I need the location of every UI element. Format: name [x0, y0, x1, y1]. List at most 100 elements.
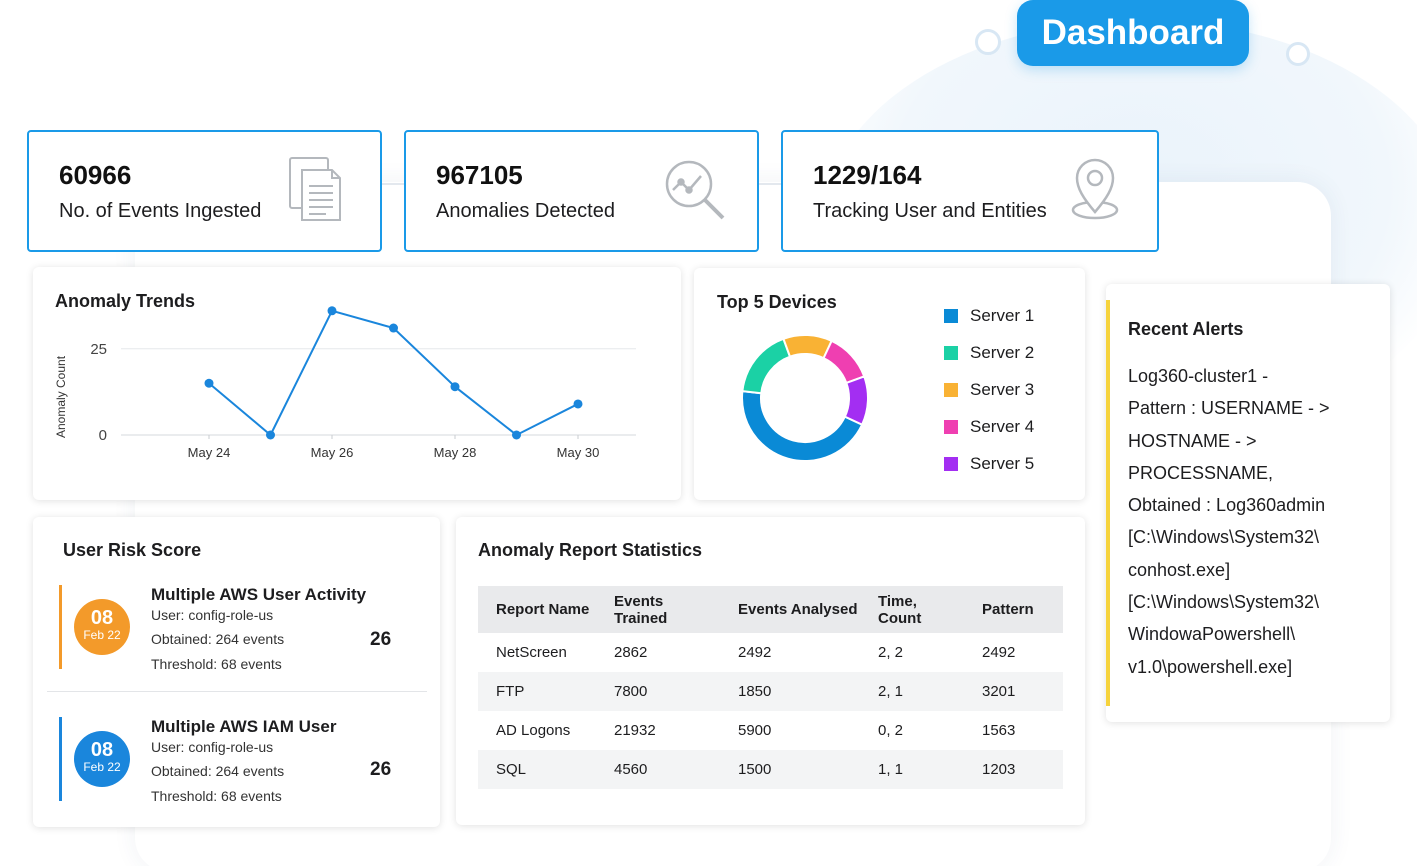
risk-score: 26: [370, 629, 392, 650]
data-point: [266, 430, 275, 440]
badge-day: 08: [90, 607, 114, 629]
risk-user-value: config-role-us: [188, 739, 274, 755]
table-cell: 2862: [614, 644, 648, 661]
risk-item[interactable]: 08 Feb 22 Multiple AWS User Activity Use…: [59, 585, 429, 685]
user-risk-card: User Risk Score 08 Feb 22 Multiple AWS U…: [33, 517, 440, 827]
table-row[interactable]: SQL 4560 1500 1, 1 1203: [478, 750, 1063, 789]
legend-label: Server 5: [970, 454, 1035, 473]
badge-month: Feb 22: [83, 628, 121, 642]
legend-item[interactable]: Server 4: [944, 417, 1034, 437]
document-icon: [286, 154, 350, 226]
table-cell: 2492: [982, 644, 1016, 661]
recent-alerts-title: Recent Alerts: [1128, 319, 1244, 339]
risk-user-key: User:: [151, 607, 185, 623]
table-row[interactable]: AD Logons 21932 5900 0, 2 1563: [478, 711, 1063, 750]
risk-threshold: Threshold: 68 events: [151, 656, 282, 672]
report-stats-title: Anomaly Report Statistics: [478, 540, 703, 560]
dashboard-button[interactable]: Dashboard: [1017, 0, 1249, 66]
legend-label: Server 4: [970, 417, 1035, 436]
legend-label: Server 3: [970, 380, 1035, 399]
legend-swatch: [944, 457, 958, 471]
alert-line: Log360-cluster1 -: [1128, 366, 1269, 386]
data-point: [204, 378, 214, 388]
stat-card-events-ingested[interactable]: 60966 No. of Events Ingested: [27, 130, 382, 252]
alert-line: WindowaPowershell\: [1128, 624, 1296, 645]
decor-circle-right: [1286, 42, 1310, 66]
table-row[interactable]: FTP 7800 1850 2, 1 3201: [478, 672, 1063, 711]
badge-month: Feb 22: [83, 760, 121, 774]
table-cell: 2, 1: [860, 672, 964, 711]
risk-obtained-key: Obtained:: [151, 631, 212, 647]
risk-threshold-value: 68 events: [221, 788, 282, 804]
risk-threshold-key: Threshold:: [151, 788, 218, 804]
legend-swatch: [944, 346, 958, 360]
x-tick-label: May 26: [311, 445, 354, 460]
column-header[interactable]: Time, Count: [860, 586, 964, 633]
stat-value: 60966: [59, 160, 132, 190]
data-point: [327, 306, 337, 316]
legend-swatch: [944, 420, 958, 434]
legend-item[interactable]: Server 5: [944, 454, 1034, 474]
user-risk-title: User Risk Score: [63, 540, 202, 560]
risk-user: User: config-role-us: [151, 739, 273, 755]
alert-line: conhost.exe]: [1128, 559, 1231, 580]
table-cell: 2, 2: [878, 644, 904, 661]
alert-line: Pattern : USERNAME - >: [1128, 398, 1330, 419]
stat-card-tracking-users[interactable]: 1229/164 Tracking User and Entities: [781, 130, 1159, 252]
badge-day: 08: [90, 739, 114, 761]
table-header-row: Report Name Events Trained Events Analys…: [478, 586, 1063, 633]
table-cell: 1850: [720, 672, 860, 711]
table-cell: 1500: [720, 750, 860, 789]
table-cell: NetScreen: [496, 644, 567, 661]
top-devices-donut-chart: [741, 334, 869, 462]
risk-user-key: User:: [151, 739, 185, 755]
table-cell: 0, 2: [878, 722, 904, 739]
y-tick-label: 25: [90, 341, 107, 358]
recent-alerts-card: Recent Alerts Log360-cluster1 - Pattern …: [1106, 284, 1390, 722]
legend-swatch: [944, 383, 958, 397]
alert-accent-bar: [1106, 300, 1110, 706]
risk-title: Multiple AWS User Activity: [151, 585, 367, 604]
risk-user-value: config-role-us: [188, 607, 274, 623]
table-cell: 1, 1: [860, 750, 964, 789]
risk-obtained: Obtained: 264 events: [151, 763, 284, 779]
legend-label: Server 1: [970, 306, 1035, 325]
risk-user: User: config-role-us: [151, 607, 273, 623]
donut-slice: [843, 375, 869, 426]
x-tick-label: May 28: [434, 445, 477, 460]
legend-item[interactable]: Server 3: [944, 380, 1034, 400]
connector-line: [382, 183, 404, 185]
risk-accent-bar: [59, 585, 62, 669]
risk-obtained-value: 264 events: [215, 631, 285, 647]
report-stats-card: Anomaly Report Statistics Report Name Ev…: [456, 517, 1085, 825]
risk-threshold: Threshold: 68 events: [151, 788, 282, 804]
table-row[interactable]: NetScreen 2862 2492 2, 2 2492: [478, 633, 1063, 672]
stat-label: No. of Events Ingested: [59, 200, 262, 222]
risk-obtained-key: Obtained:: [151, 763, 212, 779]
legend-label: Server 2: [970, 343, 1035, 362]
column-header[interactable]: Events Analysed: [720, 586, 860, 633]
risk-item[interactable]: 08 Feb 22 Multiple AWS IAM User User: co…: [59, 717, 429, 817]
legend-item[interactable]: Server 2: [944, 343, 1034, 363]
risk-threshold-value: 68 events: [221, 656, 282, 672]
stat-card-anomalies-detected[interactable]: 967105 Anomalies Detected: [404, 130, 759, 252]
column-header[interactable]: Report Name: [478, 586, 596, 633]
donut-slice: [822, 339, 866, 385]
risk-obtained: Obtained: 264 events: [151, 631, 284, 647]
table-cell: AD Logons: [496, 722, 571, 739]
table-cell: 21932: [614, 722, 656, 739]
legend-item[interactable]: Server 1: [944, 306, 1034, 326]
table-cell: 3201: [964, 672, 1063, 711]
column-header[interactable]: Pattern: [964, 586, 1063, 633]
column-header[interactable]: Events Trained: [596, 586, 720, 633]
top-devices-title: Top 5 Devices: [717, 292, 837, 312]
y-tick-label: 0: [99, 427, 107, 444]
risk-accent-bar: [59, 717, 62, 801]
table-cell: 5900: [738, 722, 772, 739]
alert-message[interactable]: Log360-cluster1 - Pattern : USERNAME - >…: [1128, 360, 1388, 683]
decor-circle-left: [975, 29, 1001, 55]
stat-label: Anomalies Detected: [436, 200, 615, 222]
donut-slice: [741, 337, 792, 395]
alert-line: Obtained : Log360admin: [1128, 495, 1326, 516]
data-point: [573, 399, 583, 409]
